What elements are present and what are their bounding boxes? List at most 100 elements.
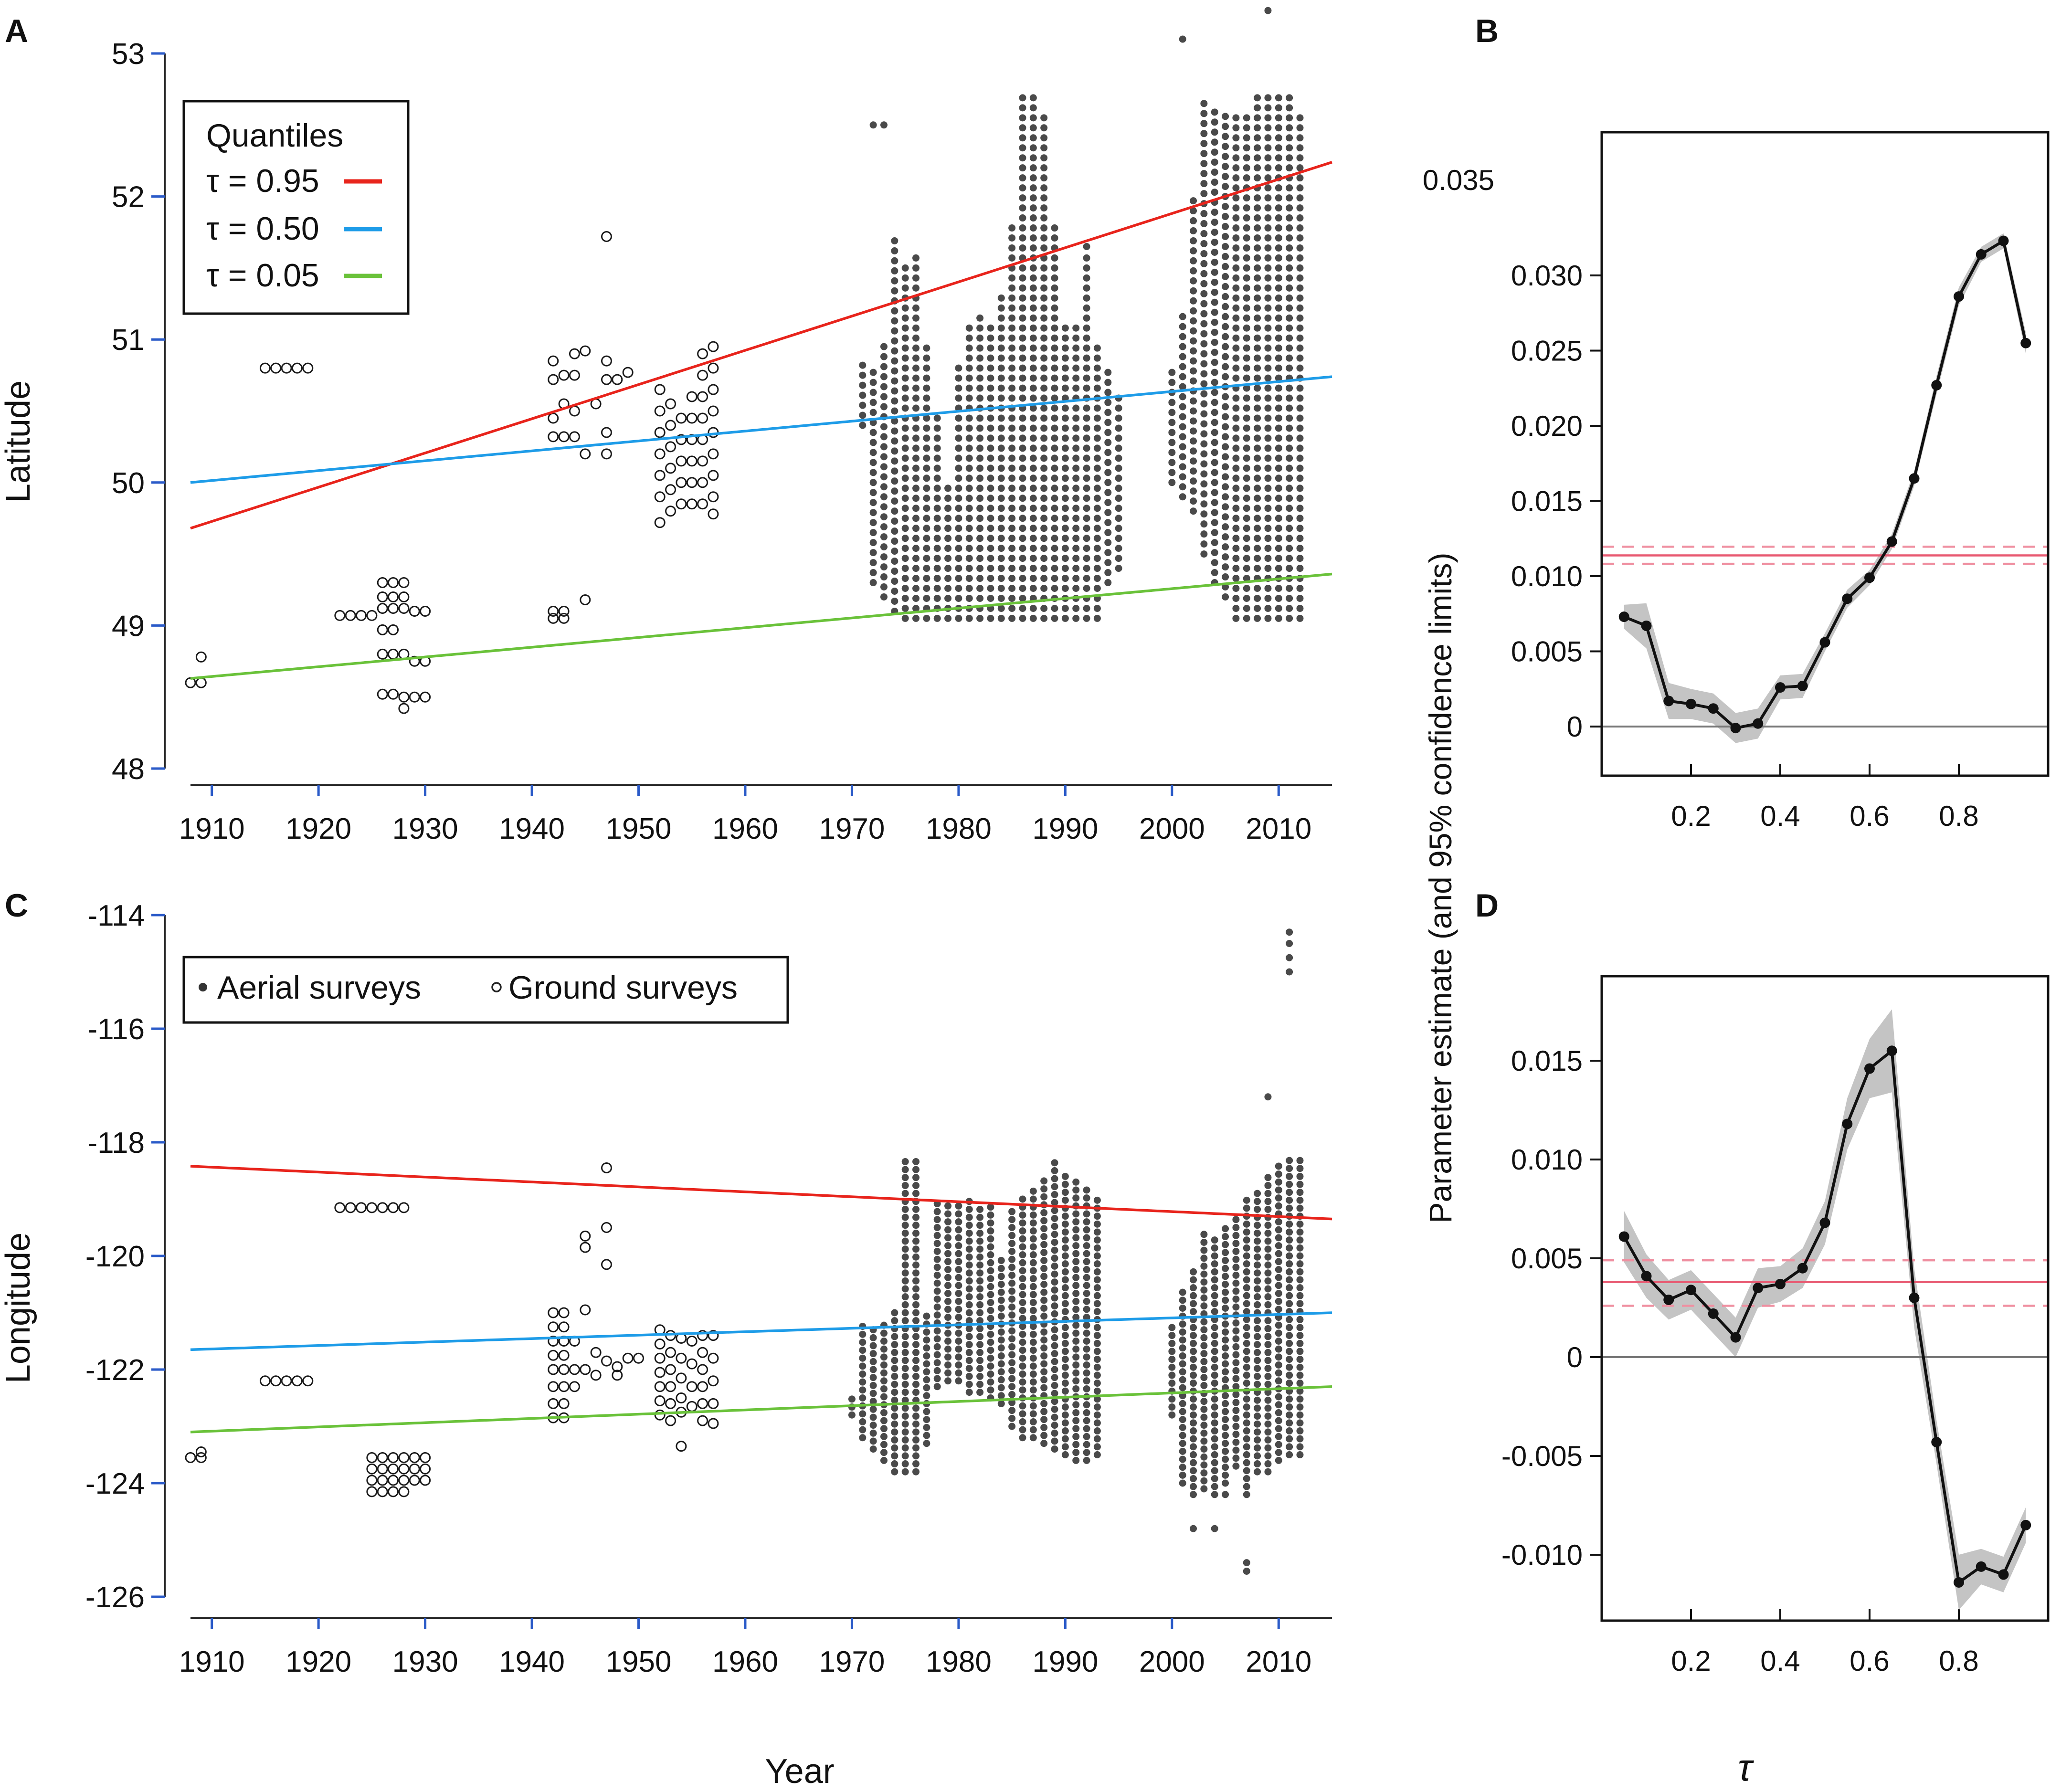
aerial-survey-point bbox=[912, 1237, 920, 1245]
aerial-survey-point bbox=[891, 568, 898, 575]
aerial-survey-point bbox=[1275, 1417, 1282, 1424]
y-tick-label: -0.005 bbox=[1501, 1440, 1583, 1472]
aerial-survey-point bbox=[1200, 500, 1208, 508]
aerial-survey-point bbox=[1286, 474, 1293, 482]
aerial-survey-point bbox=[901, 1222, 909, 1229]
aerial-survey-point bbox=[891, 337, 898, 345]
aerial-survey-point bbox=[1019, 485, 1026, 492]
aerial-survey-point bbox=[1275, 604, 1282, 612]
aerial-survey-point bbox=[1254, 1301, 1261, 1308]
aerial-survey-point bbox=[923, 434, 930, 442]
aerial-survey-point bbox=[1296, 424, 1304, 432]
aerial-survey-point bbox=[1008, 384, 1016, 392]
aerial-survey-point bbox=[1264, 264, 1272, 272]
aerial-survey-point bbox=[1286, 164, 1293, 172]
aerial-survey-point bbox=[912, 1317, 920, 1325]
aerial-survey-point bbox=[901, 1285, 909, 1293]
aerial-survey-point bbox=[1019, 304, 1026, 312]
aerial-survey-point bbox=[1264, 1222, 1272, 1229]
aerial-survey-point bbox=[1211, 229, 1218, 236]
aerial-survey-point bbox=[912, 1269, 920, 1277]
aerial-survey-point bbox=[1040, 1241, 1048, 1248]
aerial-survey-point bbox=[901, 1158, 909, 1165]
aerial-survey-point bbox=[987, 1370, 994, 1378]
aerial-survey-point bbox=[1061, 354, 1069, 362]
aerial-survey-point bbox=[1200, 310, 1208, 317]
aerial-survey-point bbox=[1040, 495, 1048, 502]
aerial-survey-point bbox=[1104, 379, 1112, 386]
aerial-survey-point bbox=[1093, 525, 1101, 532]
aerial-survey-point bbox=[976, 1301, 984, 1308]
aerial-survey-point bbox=[1008, 1240, 1016, 1247]
aerial-survey-point bbox=[1254, 1198, 1261, 1205]
aerial-survey-point bbox=[976, 1237, 984, 1245]
ground-survey-point bbox=[388, 577, 399, 589]
tau-axis-label: τ bbox=[1738, 1746, 1754, 1789]
aerial-survey-point bbox=[912, 1349, 920, 1356]
aerial-survey-point bbox=[1296, 1324, 1304, 1331]
aerial-survey-point bbox=[1168, 1356, 1176, 1363]
aerial-survey-point bbox=[1296, 1284, 1304, 1292]
aerial-survey-point bbox=[869, 549, 877, 557]
aerial-survey-point bbox=[901, 334, 909, 342]
aerial-survey-point bbox=[1072, 474, 1080, 482]
aerial-survey-point bbox=[869, 379, 877, 386]
aerial-survey-point bbox=[1051, 364, 1058, 372]
aerial-survey-point bbox=[1083, 1242, 1090, 1250]
aerial-survey-point bbox=[1275, 454, 1282, 462]
aerial-survey-point bbox=[1008, 1295, 1016, 1303]
aerial-survey-point bbox=[1200, 1262, 1208, 1270]
aerial-survey-point bbox=[1104, 469, 1112, 476]
aerial-survey-point bbox=[880, 1409, 888, 1416]
aerial-survey-point bbox=[912, 1293, 920, 1301]
aerial-survey-point bbox=[1296, 1292, 1304, 1299]
aerial-survey-point bbox=[1286, 354, 1293, 362]
aerial-survey-point bbox=[1243, 1292, 1250, 1299]
aerial-survey-point bbox=[869, 439, 877, 446]
aerial-survey-point bbox=[1264, 1174, 1272, 1181]
aerial-survey-point bbox=[987, 394, 994, 402]
y-tick-label: 0.010 bbox=[1511, 1144, 1583, 1176]
aerial-survey-point bbox=[1051, 485, 1058, 492]
aerial-survey-point bbox=[933, 454, 941, 462]
aerial-survey-point bbox=[1222, 1273, 1229, 1280]
aerial-survey-point bbox=[1243, 1204, 1250, 1212]
aerial-survey-point bbox=[880, 1433, 888, 1440]
aerial-survey-point bbox=[1222, 543, 1229, 551]
aerial-survey-point bbox=[1072, 1218, 1080, 1226]
aerial-survey-point bbox=[1254, 1381, 1261, 1388]
aerial-survey-point bbox=[1254, 1285, 1261, 1293]
ground-survey-point bbox=[697, 1381, 708, 1392]
aerial-survey-point bbox=[1190, 1459, 1197, 1466]
ground-survey-point bbox=[590, 1370, 602, 1381]
ground-survey-point bbox=[654, 1367, 666, 1378]
aerial-survey-point bbox=[1019, 364, 1026, 372]
aerial-survey-point bbox=[1061, 604, 1069, 612]
aerial-survey-point bbox=[1093, 414, 1101, 422]
aerial-survey-point bbox=[1061, 1324, 1069, 1331]
aerial-survey-point bbox=[965, 1222, 973, 1229]
aerial-survey-point bbox=[1051, 1207, 1058, 1214]
aerial-survey-point bbox=[1232, 604, 1240, 612]
aerial-survey-point bbox=[1029, 154, 1037, 162]
aerial-survey-point bbox=[1115, 555, 1122, 562]
aerial-survey-point bbox=[933, 485, 941, 492]
aerial-survey-point bbox=[1243, 464, 1250, 472]
aerial-survey-point bbox=[1211, 1339, 1218, 1347]
aerial-survey-point bbox=[1083, 424, 1090, 432]
y-tick-label: 53 bbox=[112, 38, 145, 71]
aerial-survey-point bbox=[976, 1261, 984, 1269]
aerial-survey-point bbox=[1200, 1342, 1208, 1349]
aerial-survey-point bbox=[1083, 585, 1090, 592]
aerial-survey-point bbox=[1040, 1177, 1048, 1185]
aerial-survey-point bbox=[997, 585, 1005, 592]
aerial-survey-point bbox=[1083, 1274, 1090, 1281]
aerial-survey-point bbox=[997, 1273, 1005, 1280]
aerial-survey-point bbox=[955, 1242, 962, 1250]
x-tick-label: 0.2 bbox=[1671, 1645, 1711, 1677]
aerial-survey-point bbox=[944, 1242, 952, 1250]
aerial-survey-point bbox=[1296, 174, 1304, 182]
aerial-survey-point bbox=[987, 515, 994, 522]
aerial-survey-point bbox=[1051, 525, 1058, 532]
aerial-survey-point bbox=[1083, 1338, 1090, 1345]
